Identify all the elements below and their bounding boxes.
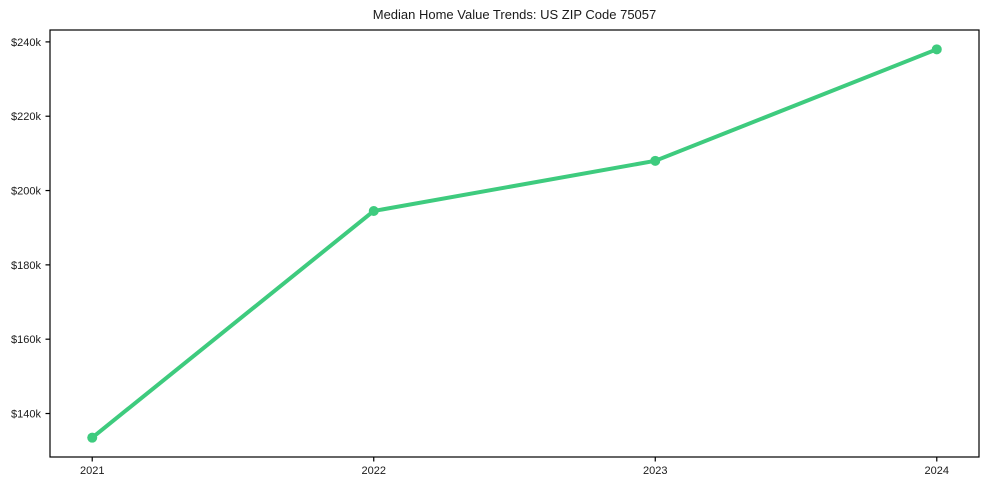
y-tick-label: $140k [11, 409, 41, 421]
x-tick-label: 2021 [80, 465, 104, 477]
data-point-marker [368, 205, 379, 216]
chart-title: Median Home Value Trends: US ZIP Code 75… [372, 7, 657, 22]
y-tick-label: $160k [11, 334, 41, 346]
x-tick-label: 2023 [643, 465, 667, 477]
trend-line [90, 47, 939, 440]
data-point-marker [931, 44, 942, 55]
y-tick-label: $220k [11, 111, 41, 123]
x-tick-label: 2024 [925, 465, 949, 477]
y-tick-label: $240k [11, 37, 41, 49]
plot-border [49, 29, 980, 458]
x-tick-label: 2022 [362, 465, 386, 477]
y-tick-label: $180k [11, 260, 41, 272]
data-point-marker [650, 155, 661, 166]
y-tick-label: $200k [11, 186, 41, 198]
data-point-marker [87, 432, 98, 443]
